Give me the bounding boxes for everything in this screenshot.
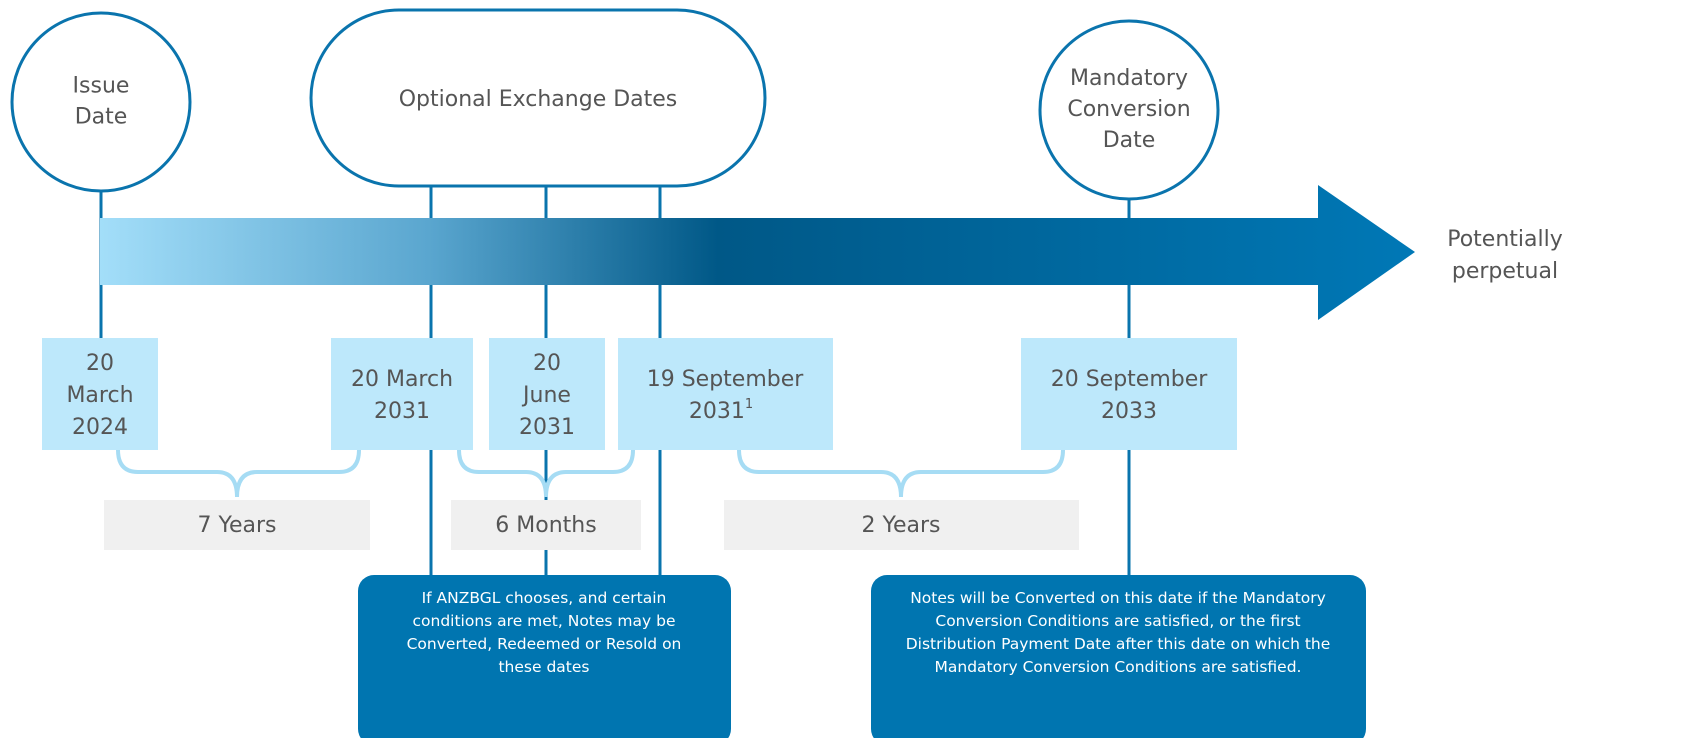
duration-box [451, 500, 641, 550]
date-label: 20 [533, 351, 561, 376]
duration-box [724, 500, 1079, 550]
date-box [331, 338, 473, 450]
date-label: 20 [86, 351, 114, 376]
timeline-arrow [100, 185, 1415, 320]
date-label: 20 September [1051, 367, 1209, 392]
node-circle [1038, 19, 1220, 201]
node-circle [10, 11, 192, 193]
date-label: 20311 [689, 397, 753, 425]
note-box [871, 575, 1366, 738]
node-label: Conversion [1067, 97, 1190, 122]
date-box [1021, 338, 1237, 450]
date-label: 2033 [1101, 399, 1157, 424]
end-label: perpetual [1452, 259, 1558, 284]
end-label: Potentially [1447, 227, 1563, 252]
node-label: Issue [73, 74, 130, 99]
node-label: Optional Exchange Dates [399, 87, 678, 112]
note-text: Converted, Redeemed or Resold on [407, 635, 682, 653]
date-label: June [521, 383, 571, 408]
note-text: If ANZBGL chooses, and certain [422, 589, 667, 607]
duration-label: 7 Years [197, 513, 276, 538]
note-text: Distribution Payment Date after this dat… [906, 635, 1331, 653]
bracket [737, 449, 1065, 498]
date-label: 2024 [72, 415, 128, 440]
node-label: Date [75, 105, 128, 130]
note-text: these dates [498, 658, 589, 676]
date-label: 19 September [647, 367, 805, 392]
bracket [457, 449, 635, 498]
note-box [358, 575, 731, 738]
footnote-marker: 1 [745, 397, 753, 412]
date-box [42, 338, 158, 450]
node-label: Date [1103, 128, 1156, 153]
node-label: Mandatory [1070, 66, 1188, 91]
date-label: March [66, 383, 133, 408]
date-label: 2031 [374, 399, 430, 424]
bracket [116, 449, 361, 498]
date-label: 20 March [351, 367, 453, 392]
date-box [489, 338, 605, 450]
duration-label: 2 Years [861, 513, 940, 538]
note-text: conditions are met, Notes may be [413, 612, 676, 630]
note-text: Mandatory Conversion Conditions are sati… [935, 658, 1302, 676]
note-text: Notes will be Converted on this date if … [910, 589, 1326, 607]
node-pill [309, 8, 767, 188]
text-layer: Issue Date Optional Exchange Dates Mandator… [66, 66, 1562, 676]
duration-label: 6 Months [495, 513, 596, 538]
date-box [618, 338, 833, 450]
date-label: 2031 [519, 415, 575, 440]
duration-box [104, 500, 370, 550]
note-text: Conversion Conditions are satisfied, or … [935, 612, 1300, 630]
